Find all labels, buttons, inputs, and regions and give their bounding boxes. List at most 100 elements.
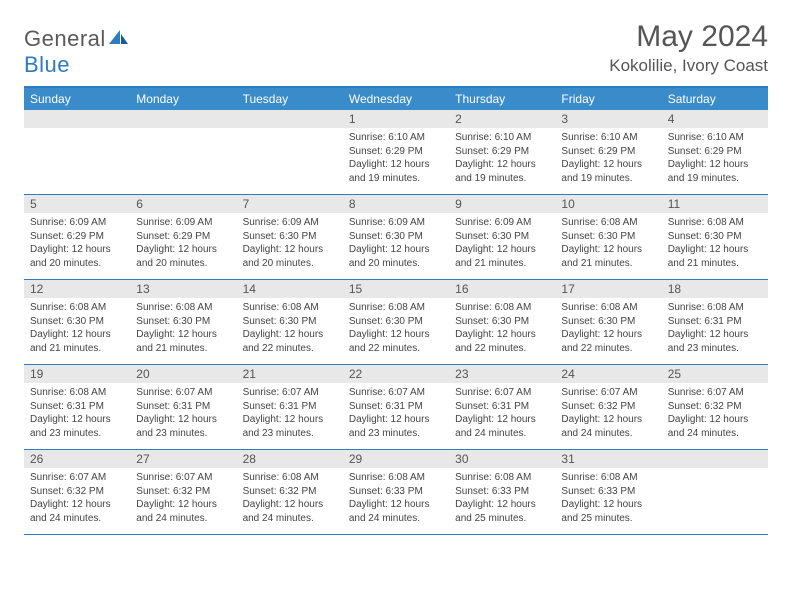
day-cell [237,110,343,194]
day-content: Sunrise: 6:08 AMSunset: 6:30 PMDaylight:… [449,298,555,361]
day-cell: 19Sunrise: 6:08 AMSunset: 6:31 PMDayligh… [24,365,130,449]
sunrise-text: Sunrise: 6:08 AM [243,301,337,315]
sunset-text: Sunset: 6:32 PM [136,485,230,499]
day-content: Sunrise: 6:08 AMSunset: 6:30 PMDaylight:… [343,298,449,361]
sunrise-text: Sunrise: 6:07 AM [668,386,762,400]
day-cell: 10Sunrise: 6:08 AMSunset: 6:30 PMDayligh… [555,195,661,279]
empty-day-number [24,110,130,128]
week-row: 5Sunrise: 6:09 AMSunset: 6:29 PMDaylight… [24,195,768,280]
sunset-text: Sunset: 6:30 PM [243,315,337,329]
sunrise-text: Sunrise: 6:07 AM [243,386,337,400]
day-content: Sunrise: 6:07 AMSunset: 6:32 PMDaylight:… [130,468,236,531]
daylight-text: Daylight: 12 hours and 24 minutes. [455,413,549,440]
day-number: 3 [555,110,661,128]
day-content: Sunrise: 6:10 AMSunset: 6:29 PMDaylight:… [662,128,768,191]
day-number: 10 [555,195,661,213]
sunset-text: Sunset: 6:30 PM [349,230,443,244]
sunset-text: Sunset: 6:31 PM [136,400,230,414]
day-content: Sunrise: 6:08 AMSunset: 6:31 PMDaylight:… [662,298,768,361]
sunrise-text: Sunrise: 6:10 AM [349,131,443,145]
day-content: Sunrise: 6:09 AMSunset: 6:29 PMDaylight:… [130,213,236,276]
day-cell: 21Sunrise: 6:07 AMSunset: 6:31 PMDayligh… [237,365,343,449]
day-content: Sunrise: 6:09 AMSunset: 6:30 PMDaylight:… [343,213,449,276]
day-cell: 13Sunrise: 6:08 AMSunset: 6:30 PMDayligh… [130,280,236,364]
day-content: Sunrise: 6:09 AMSunset: 6:30 PMDaylight:… [237,213,343,276]
day-number: 15 [343,280,449,298]
daylight-text: Daylight: 12 hours and 23 minutes. [30,413,124,440]
day-number: 31 [555,450,661,468]
month-title: May 2024 [609,20,768,54]
daylight-text: Daylight: 12 hours and 24 minutes. [561,413,655,440]
sunset-text: Sunset: 6:30 PM [561,315,655,329]
day-header-cell: Wednesday [343,88,449,110]
day-content: Sunrise: 6:10 AMSunset: 6:29 PMDaylight:… [343,128,449,191]
day-content: Sunrise: 6:08 AMSunset: 6:32 PMDaylight:… [237,468,343,531]
day-cell: 31Sunrise: 6:08 AMSunset: 6:33 PMDayligh… [555,450,661,534]
day-cell: 23Sunrise: 6:07 AMSunset: 6:31 PMDayligh… [449,365,555,449]
day-content: Sunrise: 6:07 AMSunset: 6:32 PMDaylight:… [555,383,661,446]
day-number: 20 [130,365,236,383]
empty-day-number [130,110,236,128]
sunrise-text: Sunrise: 6:08 AM [30,301,124,315]
daylight-text: Daylight: 12 hours and 24 minutes. [30,498,124,525]
day-number: 6 [130,195,236,213]
sunset-text: Sunset: 6:29 PM [30,230,124,244]
logo-text-blue: Blue [24,52,70,77]
sunrise-text: Sunrise: 6:10 AM [668,131,762,145]
sunrise-text: Sunrise: 6:08 AM [349,301,443,315]
sunrise-text: Sunrise: 6:08 AM [455,301,549,315]
daylight-text: Daylight: 12 hours and 19 minutes. [455,158,549,185]
day-cell: 22Sunrise: 6:07 AMSunset: 6:31 PMDayligh… [343,365,449,449]
day-cell: 28Sunrise: 6:08 AMSunset: 6:32 PMDayligh… [237,450,343,534]
daylight-text: Daylight: 12 hours and 20 minutes. [30,243,124,270]
sunset-text: Sunset: 6:31 PM [349,400,443,414]
daylight-text: Daylight: 12 hours and 25 minutes. [455,498,549,525]
day-cell: 25Sunrise: 6:07 AMSunset: 6:32 PMDayligh… [662,365,768,449]
sunset-text: Sunset: 6:32 PM [30,485,124,499]
day-cell: 29Sunrise: 6:08 AMSunset: 6:33 PMDayligh… [343,450,449,534]
sunset-text: Sunset: 6:31 PM [30,400,124,414]
day-cell: 6Sunrise: 6:09 AMSunset: 6:29 PMDaylight… [130,195,236,279]
day-number: 21 [237,365,343,383]
day-content: Sunrise: 6:08 AMSunset: 6:30 PMDaylight:… [130,298,236,361]
day-content: Sunrise: 6:10 AMSunset: 6:29 PMDaylight:… [555,128,661,191]
sunrise-text: Sunrise: 6:07 AM [136,386,230,400]
day-cell: 3Sunrise: 6:10 AMSunset: 6:29 PMDaylight… [555,110,661,194]
sunset-text: Sunset: 6:30 PM [349,315,443,329]
day-cell: 8Sunrise: 6:09 AMSunset: 6:30 PMDaylight… [343,195,449,279]
sunrise-text: Sunrise: 6:07 AM [349,386,443,400]
week-row: 19Sunrise: 6:08 AMSunset: 6:31 PMDayligh… [24,365,768,450]
day-number: 4 [662,110,768,128]
daylight-text: Daylight: 12 hours and 22 minutes. [455,328,549,355]
day-cell: 20Sunrise: 6:07 AMSunset: 6:31 PMDayligh… [130,365,236,449]
day-number: 22 [343,365,449,383]
daylight-text: Daylight: 12 hours and 22 minutes. [243,328,337,355]
day-cell: 1Sunrise: 6:10 AMSunset: 6:29 PMDaylight… [343,110,449,194]
day-cell: 11Sunrise: 6:08 AMSunset: 6:30 PMDayligh… [662,195,768,279]
daylight-text: Daylight: 12 hours and 21 minutes. [668,243,762,270]
daylight-text: Daylight: 12 hours and 21 minutes. [561,243,655,270]
day-content: Sunrise: 6:08 AMSunset: 6:30 PMDaylight:… [555,213,661,276]
daylight-text: Daylight: 12 hours and 20 minutes. [243,243,337,270]
sunset-text: Sunset: 6:31 PM [455,400,549,414]
day-cell: 5Sunrise: 6:09 AMSunset: 6:29 PMDaylight… [24,195,130,279]
logo-text: GeneralBlue [24,26,130,78]
day-header-row: SundayMondayTuesdayWednesdayThursdayFrid… [24,88,768,110]
day-cell: 30Sunrise: 6:08 AMSunset: 6:33 PMDayligh… [449,450,555,534]
day-number: 2 [449,110,555,128]
logo-sail-icon [108,28,130,46]
day-number: 30 [449,450,555,468]
day-header-cell: Friday [555,88,661,110]
sunset-text: Sunset: 6:29 PM [668,145,762,159]
sunset-text: Sunset: 6:31 PM [668,315,762,329]
day-number: 29 [343,450,449,468]
sunset-text: Sunset: 6:33 PM [561,485,655,499]
day-number: 18 [662,280,768,298]
sunrise-text: Sunrise: 6:09 AM [30,216,124,230]
day-cell: 24Sunrise: 6:07 AMSunset: 6:32 PMDayligh… [555,365,661,449]
logo-text-gray: General [24,26,106,51]
daylight-text: Daylight: 12 hours and 23 minutes. [243,413,337,440]
empty-day-number [237,110,343,128]
sunset-text: Sunset: 6:30 PM [668,230,762,244]
day-number: 14 [237,280,343,298]
